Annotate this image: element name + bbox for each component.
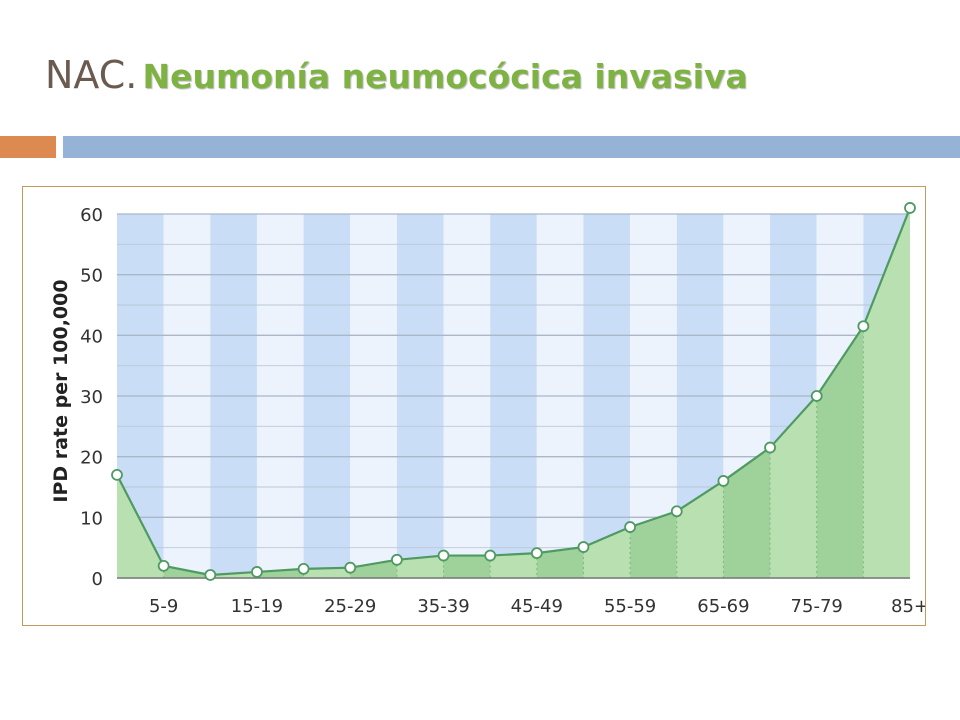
data-point	[111, 468, 123, 481]
x-tick-label: 85+	[891, 596, 926, 617]
area-segment	[396, 555, 444, 578]
data-point	[717, 475, 730, 487]
data-point	[390, 553, 403, 566]
y-tick-label: 30	[80, 387, 103, 408]
y-tick-label: 10	[80, 508, 103, 529]
chart-frame: 0 10 20 30 40 50 60 5-9 15-19 25-29 35-39 45-49 55-5…	[22, 186, 926, 626]
series-line	[116, 207, 912, 577]
data-point	[157, 559, 170, 572]
accent-bar-blue	[63, 136, 960, 158]
x-tick-label: 65-69	[697, 596, 749, 617]
x-tick-label: 75-79	[791, 596, 843, 617]
data-point	[624, 521, 637, 533]
title-prefix: NAC.	[45, 53, 138, 97]
area-segment	[303, 567, 351, 578]
data-point	[297, 562, 310, 575]
x-tick-label: 35-39	[417, 596, 469, 617]
data-point	[484, 549, 497, 562]
slide-title: NAC. Neumonía neumocócica invasiva	[45, 56, 748, 94]
data-point	[764, 441, 776, 454]
data-point	[204, 569, 217, 581]
data-point	[344, 561, 357, 574]
y-axis-title: IPD rate per 100,000	[50, 279, 72, 502]
x-tick-label: 55-59	[604, 596, 656, 617]
area-segment	[350, 559, 397, 578]
title-main: Neumonía neumocócica invasiva	[142, 57, 748, 96]
data-point	[810, 390, 823, 402]
data-point	[577, 541, 590, 553]
y-tick-label: 20	[80, 448, 103, 469]
area-segment	[676, 480, 724, 578]
area-segment	[536, 547, 584, 578]
area-segment	[723, 447, 771, 578]
area-segment	[443, 555, 491, 578]
data-point	[670, 505, 683, 518]
data-point	[857, 320, 870, 333]
data-point	[904, 202, 916, 214]
y-tick-label: 60	[80, 205, 103, 226]
area-segment	[630, 511, 677, 578]
x-tick-label: 45-49	[511, 596, 563, 617]
y-tick-label: 40	[80, 326, 103, 347]
area-segment	[863, 207, 910, 578]
data-point	[530, 547, 543, 560]
x-tick-label: 5-9	[149, 596, 178, 617]
area-segment	[770, 396, 817, 578]
area-segment	[583, 527, 631, 578]
y-tick-label: 0	[92, 569, 103, 590]
ipd-rate-chart: 0 10 20 30 40 50 60 5-9 15-19 25-29 35-39 45-49 55-5…	[50, 202, 926, 617]
data-point	[437, 549, 450, 562]
y-tick-label: 50	[80, 266, 103, 287]
area-segment	[490, 553, 537, 578]
area-segment	[117, 474, 164, 578]
x-tick-label: 25-29	[324, 596, 376, 617]
x-tick-label: 15-19	[231, 596, 283, 617]
accent-bar-orange	[0, 136, 56, 158]
data-point	[251, 566, 263, 578]
area-segment	[816, 326, 864, 578]
